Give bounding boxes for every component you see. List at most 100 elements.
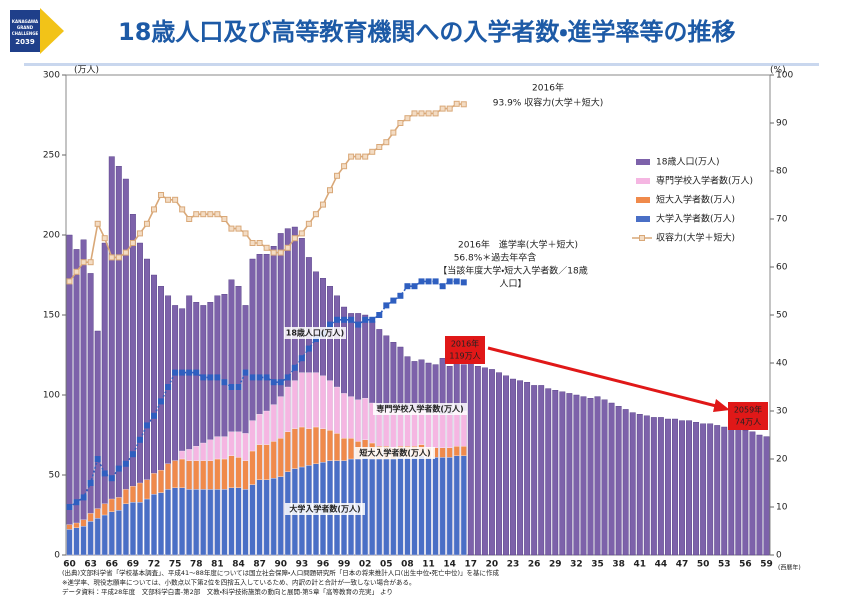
stack-bar <box>228 455 235 488</box>
x-tick-label: 96 <box>317 560 330 570</box>
marker <box>249 374 256 381</box>
marker <box>319 201 326 208</box>
stack-bar <box>200 460 207 490</box>
marker <box>165 196 172 203</box>
stack-bar <box>101 503 108 516</box>
marker <box>270 379 277 386</box>
x-tick-label: 69 <box>127 560 140 570</box>
x-tick-label: 93 <box>296 560 309 570</box>
bar <box>531 385 538 556</box>
logo-box <box>10 10 40 52</box>
arrow-head <box>713 399 730 412</box>
marker <box>143 220 150 227</box>
x-tick-label: 81 <box>211 560 224 570</box>
marker <box>143 422 150 429</box>
marker <box>327 321 333 328</box>
annotation: 短大入学者数(万人) <box>358 448 430 458</box>
stack-bar <box>172 460 179 488</box>
stack-bar <box>284 431 291 472</box>
marker <box>179 369 186 376</box>
bar <box>587 398 594 556</box>
x-tick-label: 14 <box>443 560 456 570</box>
y-tick-label: 50 <box>49 471 61 481</box>
stack-bar <box>179 458 186 488</box>
stack-bar <box>193 460 200 490</box>
marker <box>460 279 467 286</box>
x-tick-label: 38 <box>612 560 625 570</box>
stack-bar <box>341 438 347 461</box>
bar <box>615 406 622 556</box>
header-bg <box>0 0 843 62</box>
marker <box>277 379 284 386</box>
bar <box>714 425 721 556</box>
x-tick-label: 60 <box>63 560 76 570</box>
logo-text: GRAND <box>17 25 34 30</box>
legend-swatch <box>636 159 650 165</box>
stack-bar <box>256 479 263 556</box>
y-tick-label: 100 <box>43 391 60 401</box>
stack-bar <box>305 428 312 466</box>
marker <box>101 235 108 242</box>
stack-bar <box>158 470 164 493</box>
stack-bar <box>179 487 186 556</box>
bar <box>693 422 700 556</box>
footnote: ※進学率、現役志願率については、小数点以下第2位を四捨五入しているため、内訳の計… <box>62 578 416 587</box>
stack-bar <box>362 398 369 440</box>
y2-tick-label: 90 <box>776 119 788 129</box>
marker <box>432 110 439 117</box>
marker <box>256 240 263 246</box>
bar <box>573 394 580 556</box>
stack-bar <box>284 386 291 432</box>
marker <box>439 283 446 290</box>
marker <box>122 460 129 467</box>
stack-bar <box>305 372 312 429</box>
marker <box>397 120 404 126</box>
stack-bar <box>249 420 256 452</box>
marker <box>193 211 200 218</box>
x-tick-label: 08 <box>401 560 414 570</box>
stack-bar <box>144 479 150 500</box>
legend-swatch <box>636 178 650 184</box>
stack-bar <box>115 497 122 511</box>
marker <box>94 220 101 227</box>
marker <box>334 316 341 323</box>
marker <box>341 163 348 170</box>
bar <box>643 415 650 556</box>
stack-bar <box>460 410 467 447</box>
stack-bar <box>460 455 467 556</box>
stack-bar <box>439 447 446 458</box>
bar <box>629 412 636 556</box>
stack-bar <box>397 457 404 556</box>
stack-bar <box>376 458 383 556</box>
header-rule <box>24 63 819 66</box>
marker <box>115 465 122 472</box>
marker <box>108 475 115 482</box>
x-tick-label: 50 <box>697 560 710 570</box>
footnote: データ資料：平成28年度 文部科学白書-第2部 文教・科学技術施策の動向と展開-… <box>62 587 393 596</box>
marker <box>341 316 348 323</box>
stack-bar <box>270 441 277 479</box>
marker <box>432 278 439 285</box>
footnote: (出典)文部科学省「学校基本調査」、平成41～88年度については国立社会保障・人… <box>62 568 500 577</box>
stack-bar <box>277 438 284 477</box>
stack-bar <box>320 428 326 463</box>
stack-bar <box>404 457 411 556</box>
x-tick-label: 44 <box>655 560 668 570</box>
y2-tick-label: 60 <box>776 263 788 273</box>
bar <box>580 396 587 556</box>
stack-bar <box>263 444 270 480</box>
stack-bar <box>94 508 101 519</box>
annotation: 119万人 <box>449 352 480 361</box>
marker <box>376 144 383 150</box>
bar <box>756 434 763 556</box>
stack-bar <box>439 457 446 556</box>
annotation: 2059年 <box>734 405 762 415</box>
bar <box>763 436 770 556</box>
marker <box>312 211 319 218</box>
x-tick-label: 87 <box>253 560 266 570</box>
marker <box>115 254 122 261</box>
bar <box>601 399 608 556</box>
stack-bar <box>158 492 164 556</box>
annotation: 56.8%＊過去年卒含 <box>454 252 537 264</box>
marker <box>242 230 249 237</box>
